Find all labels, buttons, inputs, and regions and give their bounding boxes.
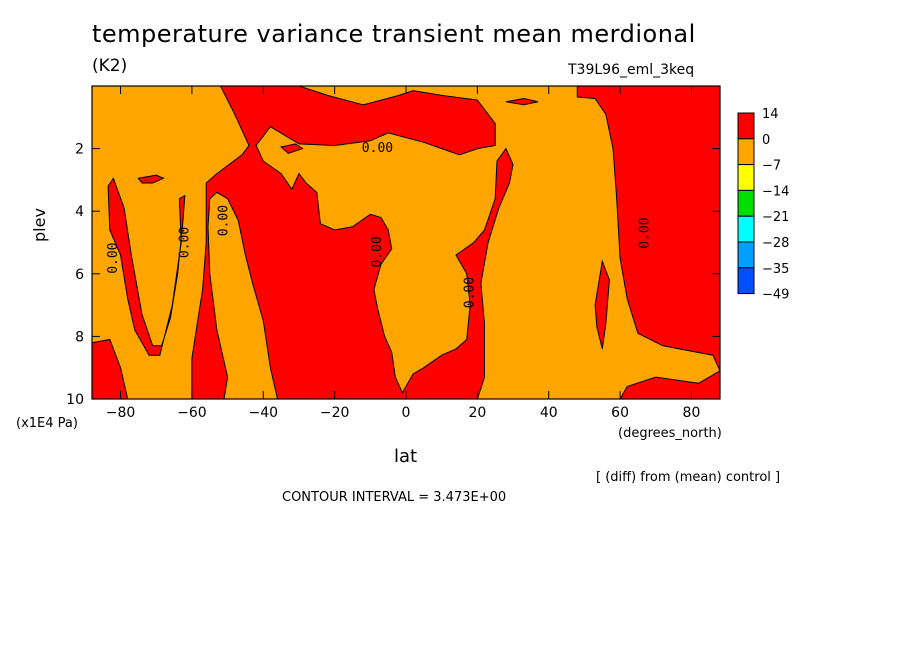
x-tick-label-5: 20 (468, 405, 486, 421)
contour-label-0: 0.00 (106, 242, 121, 273)
colorbar: 14 0 −7 −14 −21 −28 −35 −49 (737, 107, 789, 303)
colorbar-label-3: −14 (762, 184, 789, 199)
colorbar-swatch-1 (737, 138, 755, 166)
contour-label-3: 0.00 (362, 141, 393, 156)
y-tick-label-1: 4 (75, 204, 84, 220)
colorbar-label-6: −35 (762, 262, 789, 277)
contour-label-2: 0.00 (217, 205, 232, 236)
contour-interval: CONTOUR INTERVAL = 3.473E+00 (282, 490, 507, 505)
x-tick-label-4: 0 (402, 405, 411, 421)
red-blob-small-3 (594, 259, 610, 350)
y-tick-label-3: 8 (75, 329, 84, 345)
colorbar-label-5: −28 (762, 236, 789, 251)
colorbar-swatch-0 (737, 112, 755, 140)
red-blob-small-2 (280, 143, 304, 154)
contour-label-5: 0.00 (463, 277, 478, 308)
contour-label-4: 0.00 (370, 236, 385, 267)
colorbar-swatch-3 (737, 189, 755, 217)
colorbar-label-0: 14 (762, 107, 779, 122)
colorbar-swatch-6 (737, 267, 755, 295)
x-tick-label-2: −40 (248, 405, 278, 421)
chart-title: temperature variance transient mean merd… (92, 20, 696, 48)
x-axis-unit: (degrees_north) (618, 426, 722, 441)
axes: −80 −60 −40 −20 0 20 40 60 80 2 4 6 8 10 (66, 85, 721, 421)
run-label: T39L96_eml_3keq (568, 62, 695, 78)
red-region-central (191, 85, 514, 400)
red-region-column-80s (107, 177, 186, 356)
contour-labels: 0.00 0.00 0.00 0.00 0.00 0.00 0.00 (106, 141, 653, 308)
contour-label-6: 0.00 (638, 217, 653, 248)
y-tick-label-4: 10 (66, 392, 84, 408)
colorbar-swatch-4 (737, 215, 755, 243)
x-tick-label-8: 80 (683, 405, 701, 421)
red-blob-small-4 (505, 97, 539, 106)
colorbar-label-2: −7 (762, 159, 781, 174)
x-axis-label: lat (394, 446, 418, 467)
colorbar-swatch-5 (737, 241, 755, 269)
y-tick-label-2: 6 (75, 267, 84, 283)
y-tick-label-0: 2 (75, 142, 84, 158)
contour-label-1: 0.00 (177, 227, 192, 258)
x-tick-label-3: −20 (320, 405, 350, 421)
units-label: (K2) (92, 56, 128, 76)
x-tick-label-1: −60 (177, 405, 207, 421)
red-blob-small-1 (137, 174, 165, 184)
colorbar-label-1: 0 (762, 133, 770, 148)
colorbar-swatch-2 (737, 164, 755, 191)
x-tick-label-0: −80 (106, 405, 136, 421)
x-tick-label-6: 40 (540, 405, 558, 421)
y-axis-unit: (x1E4 Pa) (16, 416, 78, 431)
colorbar-label-4: −21 (762, 210, 789, 225)
x-tick-label-7: 60 (611, 405, 629, 421)
colorbar-label-7: −49 (762, 288, 789, 303)
diff-note: [ (diff) from (mean) control ] (596, 470, 781, 485)
